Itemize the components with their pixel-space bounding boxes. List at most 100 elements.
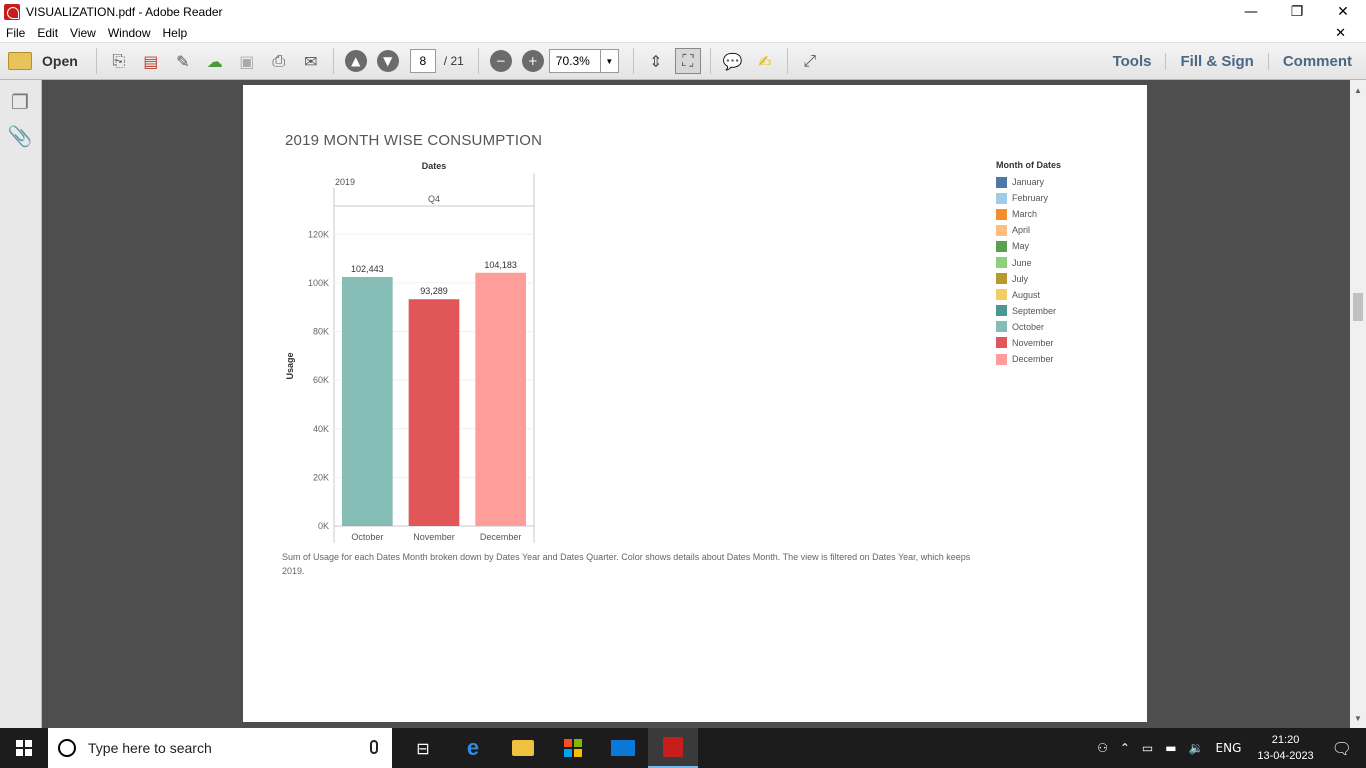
legend-label: June: [1012, 257, 1032, 268]
toolbar: Open ⎘ ▤ ✎ ☁ ▣ ⎙ ✉ ▲ ▼ 8 / 21 − + 70.3% …: [0, 43, 1366, 80]
export-pdf-icon[interactable]: ▤: [143, 51, 159, 71]
next-page-icon[interactable]: ▼: [376, 50, 399, 72]
volume-icon[interactable]: 🔉: [1188, 741, 1204, 755]
legend-item: June: [996, 254, 1061, 270]
adobe-reader-taskbar-icon[interactable]: [648, 728, 698, 768]
legend-item: April: [996, 222, 1061, 238]
legend-label: May: [1012, 241, 1030, 252]
legend-swatch: [996, 289, 1007, 301]
pdf-page: 2019 MONTH WISE CONSUMPTION Dates 2019 Q4 0…: [243, 85, 1147, 722]
comment-pane-button[interactable]: Comment: [1267, 53, 1366, 70]
legend-item: July: [996, 271, 1061, 287]
bar-december: [475, 272, 526, 526]
x-tick-label: November: [413, 532, 455, 542]
open-button[interactable]: Open: [8, 52, 78, 70]
microphone-icon[interactable]: [370, 740, 378, 754]
window-title: VISUALIZATION.pdf - Adobe Reader: [26, 4, 223, 19]
store-icon[interactable]: [548, 728, 598, 768]
scroll-up-icon[interactable]: ▲: [1354, 85, 1362, 95]
search-placeholder: Type here to search: [88, 740, 212, 756]
zoom-out-icon[interactable]: −: [489, 50, 512, 72]
comment-bubble-icon[interactable]: 💬: [722, 51, 743, 71]
email-icon[interactable]: ✉: [304, 51, 318, 71]
chevron-down-icon[interactable]: ▼: [599, 50, 618, 72]
toolbar-separator: [95, 48, 97, 74]
battery-icon[interactable]: ▬: [1165, 741, 1177, 755]
upload-icon[interactable]: ☁: [206, 51, 223, 71]
y-tick-label: 40K: [313, 424, 329, 434]
legend-label: November: [1012, 337, 1054, 348]
start-button[interactable]: [0, 728, 48, 768]
language-indicator[interactable]: ENG: [1215, 741, 1242, 755]
close-button[interactable]: ✕: [1337, 3, 1349, 20]
print-icon[interactable]: ⎙: [272, 51, 286, 70]
y-tick-label: 0K: [318, 521, 329, 531]
legend-swatch: [996, 353, 1007, 365]
legend-swatch: [996, 224, 1007, 236]
legend-item: February: [996, 190, 1061, 206]
toolbar-separator: [632, 48, 634, 74]
menu-edit[interactable]: Edit: [37, 25, 59, 40]
restore-button[interactable]: ❐: [1290, 3, 1304, 20]
task-view-icon[interactable]: ⊟: [416, 738, 430, 758]
taskbar-search[interactable]: Type here to search: [48, 728, 392, 768]
vertical-scrollbar[interactable]: ▲ ▼: [1350, 80, 1366, 728]
header-year: 2019: [335, 177, 355, 187]
highlight-text-icon[interactable]: ✍: [758, 51, 772, 71]
data-label: 93,289: [420, 286, 448, 296]
attachments-icon[interactable]: 📎: [7, 124, 33, 148]
toolbar-separator: [332, 48, 334, 74]
legend-item: September: [996, 303, 1061, 319]
full-screen-icon[interactable]: ⤢: [803, 51, 817, 70]
system-tray: ⚇ ⌃ ▭ ▬ 🔉 ENG 21:20 13-04-2023 🗨: [1091, 728, 1366, 768]
legend-label: August: [1012, 289, 1041, 300]
create-pdf-icon[interactable]: ⎘: [112, 51, 126, 70]
legend-label: December: [1012, 354, 1054, 365]
x-tick-label: December: [480, 532, 522, 542]
legend-swatch: [996, 321, 1007, 333]
fit-page-icon[interactable]: ⛶: [674, 48, 701, 74]
menu-bar: File Edit View Window Help ✕: [0, 23, 1366, 43]
scrolling-mode-icon[interactable]: ⇕: [649, 51, 663, 71]
legend-title: Month of Dates: [996, 160, 1061, 170]
bar-chart: Dates 2019 Q4 0K 20K 40K 60K 80K 100K 120K Usage 10…: [285, 161, 535, 543]
notifications-icon[interactable]: 🗨: [1331, 738, 1352, 758]
menu-view[interactable]: View: [70, 25, 96, 40]
tools-pane-button[interactable]: Tools: [1112, 53, 1152, 70]
legend-item: May: [996, 238, 1061, 254]
zoom-in-icon[interactable]: +: [521, 50, 544, 72]
navigation-panel: ❐ 📎: [0, 80, 42, 728]
scroll-thumb[interactable]: [1353, 293, 1363, 321]
edit-pdf-icon[interactable]: ✎: [176, 51, 190, 71]
legend-swatch: [996, 257, 1007, 269]
legend-swatch: [996, 208, 1007, 220]
clock-time: 21:20: [1271, 734, 1300, 746]
menu-window[interactable]: Window: [107, 25, 151, 40]
save-icon[interactable]: ▣: [239, 51, 255, 71]
legend-swatch: [996, 192, 1007, 204]
bar-november: [408, 299, 460, 526]
chevron-up-icon[interactable]: ⌃: [1119, 741, 1130, 755]
folder-icon: [8, 52, 32, 70]
legend-item: October: [996, 319, 1061, 335]
legend-label: March: [1012, 209, 1038, 220]
page-thumbnails-icon[interactable]: ❐: [11, 90, 29, 114]
fill-sign-pane-button[interactable]: Fill & Sign: [1165, 53, 1267, 70]
legend-swatch: [996, 176, 1007, 188]
cortana-icon: [58, 739, 76, 757]
menu-help[interactable]: Help: [162, 25, 188, 40]
page-number-input[interactable]: 8: [409, 49, 436, 73]
mail-icon[interactable]: [598, 728, 648, 768]
scroll-down-icon[interactable]: ▼: [1354, 713, 1362, 723]
toolbar-separator: [477, 48, 479, 74]
previous-page-icon[interactable]: ▲: [344, 50, 367, 72]
file-explorer-icon[interactable]: [498, 728, 548, 768]
zoom-select[interactable]: 70.3% ▼: [548, 49, 619, 73]
people-icon[interactable]: ⚇: [1097, 741, 1108, 755]
minimize-button[interactable]: —: [1244, 3, 1258, 20]
close-document-button[interactable]: ✕: [1335, 25, 1346, 40]
network-icon[interactable]: ▭: [1141, 741, 1154, 755]
clock[interactable]: 21:20 13-04-2023: [1257, 732, 1313, 764]
menu-file[interactable]: File: [6, 25, 26, 40]
edge-icon[interactable]: e: [466, 735, 480, 760]
